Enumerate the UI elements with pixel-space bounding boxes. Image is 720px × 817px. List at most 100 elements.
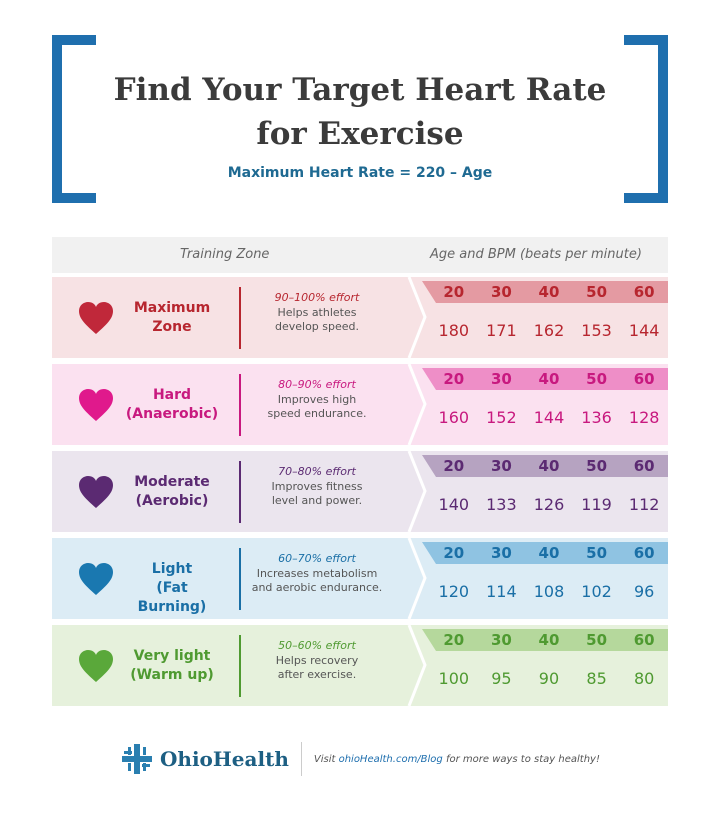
zone-name-line1: Hard	[152, 387, 192, 403]
bpm-value: 136	[581, 408, 612, 427]
age-label: 50	[586, 631, 608, 649]
age-label: 30	[490, 457, 512, 475]
desc-line1: Improves high	[277, 392, 357, 406]
zone-name-line2: Zone	[152, 319, 192, 335]
age-strip	[422, 629, 668, 651]
subtitle: Maximum Heart Rate = 220 – Age	[227, 165, 493, 181]
age-row: 20 30 40 50 60	[430, 631, 668, 649]
age-label: 40	[538, 283, 560, 301]
age-label: 20	[443, 631, 465, 649]
desc-line2: develop speed.	[274, 320, 360, 333]
age-label: 60	[633, 457, 655, 475]
zone-row: Very light (Warm up) 50–60% effort Helps r…	[52, 625, 668, 706]
zone-description: 60–70% effort Increases metabolism and aer…	[242, 552, 392, 596]
age-label: 50	[586, 457, 608, 475]
tag-post: for more ways to stay healthy!	[442, 753, 600, 765]
bpm-value: 80	[633, 669, 655, 688]
effort-label: 50–60% effort	[278, 639, 356, 652]
heart-icon	[79, 476, 113, 508]
desc-line2: speed endurance.	[267, 407, 367, 420]
age-label: 60	[633, 283, 655, 301]
age-label: 50	[586, 370, 608, 388]
bpm-value: 95	[491, 669, 512, 688]
age-label: 30	[490, 631, 512, 649]
age-label: 30	[490, 544, 512, 562]
chevron-divider	[407, 451, 427, 532]
age-label: 20	[443, 370, 465, 388]
age-label: 60	[633, 370, 655, 388]
bpm-row: 100 95 90 85 80	[430, 669, 668, 688]
bpm-row: 180 171 162 153 144	[430, 321, 668, 340]
bpm-value: 85	[586, 669, 607, 688]
right-bracket	[624, 35, 668, 203]
chevron-divider	[407, 364, 427, 445]
divider	[239, 287, 241, 349]
title-line-2: for Exercise	[256, 116, 464, 152]
zone-name: Maximum Zone	[122, 299, 222, 337]
zone-name-line2: (Anaerobic)	[125, 406, 219, 422]
zone-name: Very light (Warm up)	[122, 647, 222, 685]
bpm-value: 102	[581, 582, 612, 601]
zone-row: Light (Fat Burning) 60–70% effort Increase…	[52, 538, 668, 619]
age-label: 40	[538, 544, 560, 562]
age-label: 60	[633, 544, 655, 562]
zone-row: Hard (Anaerobic) 80–90% effort Improves hi…	[52, 364, 668, 445]
bpm-row: 160 152 144 136 128	[430, 408, 668, 427]
age-strip	[422, 281, 668, 303]
zone-description: 70–80% effort Improves fitness level and p…	[242, 465, 392, 509]
zone-name-line2: (Fat Burning)	[137, 580, 207, 615]
effort-label: 70–80% effort	[278, 465, 356, 478]
age-row: 20 30 40 50 60	[430, 457, 668, 475]
divider	[239, 548, 241, 610]
chevron-divider	[407, 625, 427, 706]
ohiohealth-logo-icon	[122, 744, 152, 774]
age-label: 60	[633, 631, 655, 649]
bpm-row: 140 133 126 119 112	[430, 495, 668, 514]
age-row: 20 30 40 50 60	[430, 283, 668, 301]
age-label: 30	[490, 370, 512, 388]
desc-line2: after exercise.	[277, 668, 357, 681]
heart-icon	[79, 389, 113, 421]
age-label: 50	[586, 283, 608, 301]
age-label: 40	[538, 457, 560, 475]
zone-description: 80–90% effort Improves high speed enduranc…	[242, 378, 392, 422]
desc-line2: and aerobic endurance.	[251, 581, 383, 594]
age-label: 20	[443, 544, 465, 562]
desc-line1: Helps recovery	[275, 653, 359, 667]
age-label: 30	[490, 283, 512, 301]
zone-name: Moderate (Aerobic)	[122, 473, 222, 511]
effort-label: 80–90% effort	[278, 378, 356, 391]
age-strip	[422, 455, 668, 477]
bpm-value: 120	[438, 582, 470, 601]
footer-divider	[300, 742, 302, 776]
zone-name-line1: Maximum	[133, 300, 211, 316]
bpm-value: 128	[628, 408, 660, 427]
zone-description: 50–60% effort Helps recovery after exercis…	[242, 639, 392, 683]
heart-icon	[79, 650, 113, 682]
chevron-divider	[407, 538, 427, 619]
bpm-value: 90	[538, 669, 560, 688]
zone-row: Maximum Zone 90–100% effort Helps athletes…	[52, 277, 668, 358]
bpm-value: 112	[628, 495, 660, 514]
heart-icon	[79, 563, 113, 595]
bpm-value: 119	[581, 495, 612, 514]
age-row: 20 30 40 50 60	[430, 544, 668, 562]
zone-name: Light (Fat Burning)	[122, 560, 222, 617]
age-strip	[422, 368, 668, 390]
bpm-value: 108	[533, 582, 565, 601]
zone-name-line1: Light	[151, 561, 193, 577]
left-bracket	[52, 35, 96, 203]
footer-tagline: Visit ohioHealth.com/Blog for more ways …	[314, 754, 600, 765]
age-label: 40	[538, 370, 560, 388]
desc-line2: level and power.	[271, 494, 363, 507]
age-label: 40	[538, 631, 560, 649]
age-strip	[422, 542, 668, 564]
desc-line1: Helps athletes	[277, 305, 357, 319]
blog-link[interactable]: ohioHealth.com/Blog	[338, 753, 443, 765]
training-zone-header: Training Zone	[180, 247, 270, 262]
zone-name-line1: Moderate	[134, 474, 210, 490]
age-row: 20 30 40 50 60	[430, 370, 668, 388]
bpm-value: 96	[633, 582, 655, 601]
title-line-1: Find Your Target Heart Rate	[113, 72, 607, 108]
chevron-divider	[407, 277, 427, 358]
